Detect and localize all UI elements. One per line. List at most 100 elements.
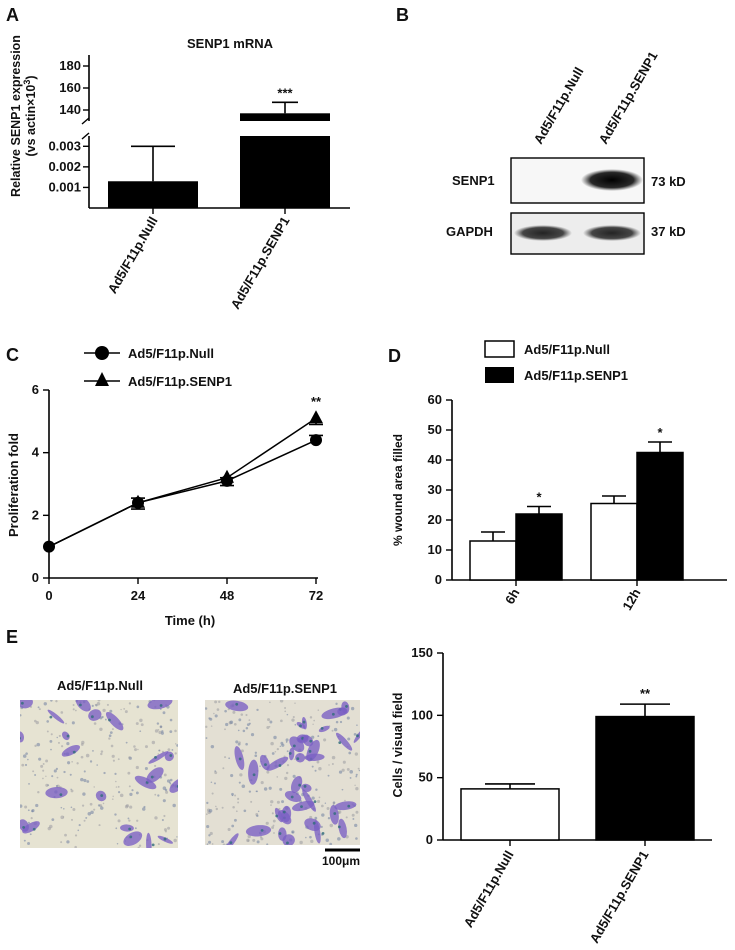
micrograph-pore-dot [294,723,297,726]
micrograph-pore-dot [237,797,240,800]
micrograph-pore-dot [167,748,171,751]
micrograph-nucleus-dot [347,804,351,808]
micrograph-pore-dot [123,707,126,710]
chart-c-y-tick-label: 6 [32,382,39,397]
micrograph-pore-dot [233,722,237,726]
micrograph-pore-dot [24,763,28,767]
panel-e-micrographs: Ad5/F11p.Null Ad5/F11p.SENP1 100μm [20,678,360,868]
micrograph-pore-dot [216,708,220,711]
micrograph-pore-dot [250,733,255,737]
micrograph-nucleus-dot [298,783,302,787]
micrograph-pore-dot [27,809,30,812]
micrograph-pore-dot [313,719,315,722]
micrograph-cell [245,825,272,837]
micrograph-pore-dot [338,770,343,774]
micrograph-pore-dot [129,792,133,796]
micrograph-pore-dot [117,819,121,823]
micrograph-pore-dot [327,774,330,777]
micrograph-nucleus-dot [59,793,63,796]
micrograph-pore-dot [311,735,315,739]
micrograph-cell [61,731,70,741]
chart-c-point-triangle [309,410,323,424]
micrograph-nucleus-dot [300,805,303,809]
chart-d-x-tick-label: 12h [619,586,643,613]
micrograph-pore-dot [104,718,107,721]
micrograph-pore-dot [256,790,258,793]
micrograph-pore-dot [265,821,269,825]
micrograph-pore-dot [347,737,351,741]
micrograph-pore-dot [205,737,208,740]
micrograph-pore-dot [114,772,117,775]
chart-a-title: SENP1 mRNA [187,36,274,51]
micrograph-pore-dot [269,720,273,724]
chart-a-y-tick-label: 0.002 [48,159,81,174]
micrograph-pore-dot [124,710,128,714]
micrograph-pore-dot [134,827,137,830]
micrograph-pore-dot [252,838,256,842]
micrograph-nucleus-dot [286,841,289,845]
micrograph-nucleus-dot [49,715,53,719]
chart-d-y-tick-label: 20 [428,512,442,527]
micrograph-pore-dot [337,837,341,841]
micrograph-nucleus-dot [108,718,111,722]
micrograph-pore-dot [117,758,120,761]
micrograph-pore-dot [119,793,124,798]
chart-d-y-tick-label: 0 [435,572,442,587]
micrograph-pore-dot [254,754,258,758]
chart-d-legend-label-null: Ad5/F11p.Null [524,342,610,357]
chart-a-significance: *** [277,85,293,100]
micrograph-pore-dot [80,755,84,759]
micrograph-pore-dot [34,774,37,776]
micrograph-pore-dot [60,711,64,714]
micrograph-nucleus-dot [278,764,282,767]
micrograph-pore-dot [174,752,177,755]
micrograph-pore-dot [135,791,139,795]
micrograph-pore-dot [280,719,283,723]
micrograph-pore-dot [133,745,136,748]
micrograph-pore-dot [37,706,40,709]
micrograph-pore-dot [161,730,164,733]
micrograph-cell [278,827,287,841]
micrograph-pore-dot [156,722,160,725]
micrograph-pore-dot [129,805,133,809]
micrograph-pore-dot [269,701,271,704]
micrograph-nucleus-dot [333,812,337,815]
micrograph-pore-dot [162,799,166,803]
micrograph-pore-dot [355,787,359,791]
micrograph-pore-dot [291,831,294,834]
micrograph-pore-dot [327,817,331,820]
micrograph-pore-dot [279,787,283,791]
micrograph-pore-dot [81,804,85,807]
micrograph-pore-dot [82,792,86,796]
chart-d-significance: * [536,490,542,505]
micrograph-pore-dot [106,703,109,706]
micrograph-nucleus-dot [303,784,307,788]
chart-e-y-tick-label: 150 [411,645,433,660]
panel-label-a: A [6,5,19,25]
micrograph-pore-dot [40,764,44,768]
micrograph-pore-dot [215,807,219,811]
micrograph-pore-dot [162,711,166,715]
micrograph-pore-dot [309,716,313,719]
chart-a-axis-break-mark [81,132,90,140]
micrograph-pore-dot [354,784,356,787]
micrograph-pore-dot [324,802,327,804]
micrograph-nucleus-dot [235,702,239,706]
micrograph-pore-dot [222,767,225,770]
micrograph-pore-dot [167,826,171,830]
micrograph-pore-dot [285,738,289,742]
micrograph-pore-dot [331,762,334,766]
micrograph-pore-dot [257,810,260,813]
micrograph-pore-dot [43,702,47,706]
micrograph-cell [302,789,316,812]
micrograph-pore-dot [349,770,354,774]
micrograph-nucleus-dot [100,794,104,797]
micrograph-pore-dot [309,815,313,819]
micrograph-pore-dot [356,724,358,726]
chart-c-xlabel: Time (h) [165,613,215,628]
micrograph-pore-dot [159,725,163,728]
micrograph-pore-dot [109,731,113,735]
micrograph-cell [318,725,330,733]
micrograph-pore-dot [221,806,224,809]
